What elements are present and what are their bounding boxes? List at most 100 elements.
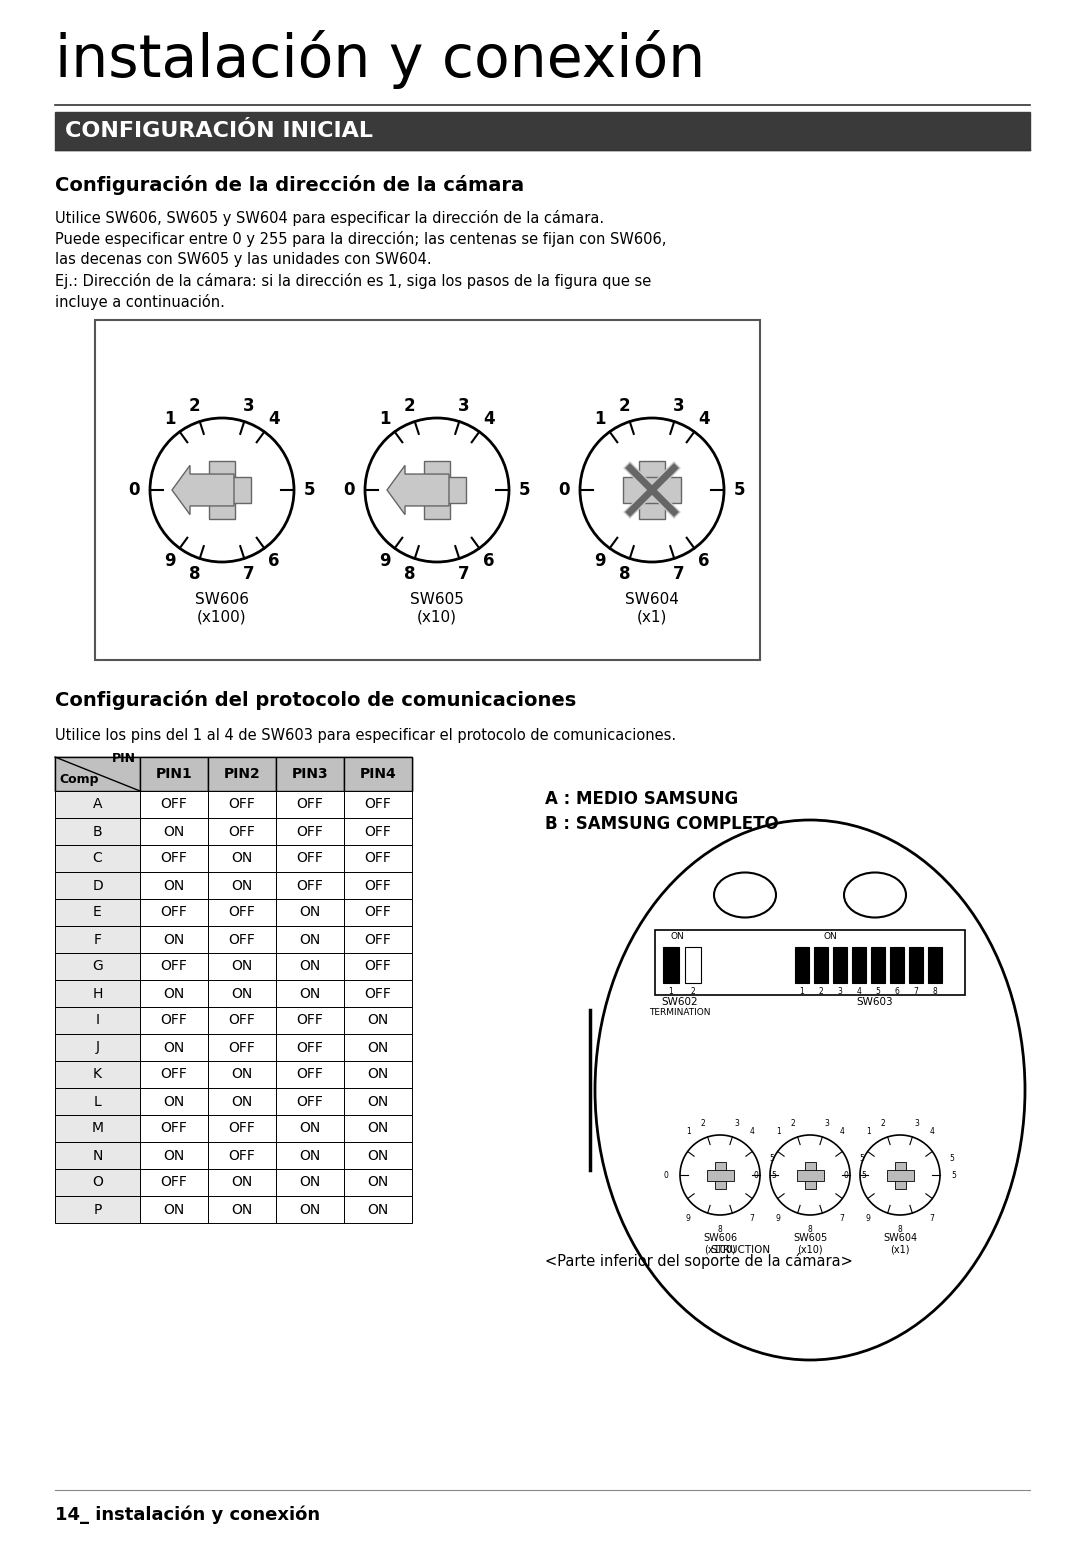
Text: 0: 0 [843, 1171, 849, 1179]
Text: 7: 7 [673, 565, 685, 583]
Text: 1: 1 [775, 1126, 781, 1136]
Bar [55, 954, 140, 980]
Text: 4: 4 [698, 410, 710, 427]
Bar [208, 954, 276, 980]
Text: Utilice los pins del 1 al 4 de SW603 para especificar el protocolo de comunicaci: Utilice los pins del 1 al 4 de SW603 par… [55, 728, 676, 744]
Text: 9: 9 [164, 552, 176, 569]
Text: 8: 8 [717, 1225, 723, 1233]
FancyArrow shape [172, 466, 234, 515]
Text: 0: 0 [343, 481, 355, 498]
Bar [795, 947, 809, 983]
Bar [140, 1062, 208, 1088]
Bar [55, 1034, 140, 1062]
Bar [276, 846, 345, 872]
Bar [140, 954, 208, 980]
Text: 8: 8 [404, 565, 416, 583]
Text: 9: 9 [686, 1214, 691, 1224]
Bar [208, 846, 276, 872]
Text: (x100): (x100) [198, 609, 247, 625]
Text: OFF: OFF [365, 906, 391, 920]
Bar [55, 1088, 140, 1116]
Text: OFF: OFF [297, 798, 323, 812]
Bar [623, 477, 681, 503]
Text: OFF: OFF [365, 932, 391, 946]
Bar [345, 1142, 411, 1170]
Text: OFF: OFF [229, 1148, 256, 1162]
Text: 5: 5 [876, 988, 880, 995]
Text: OFF: OFF [161, 960, 188, 974]
Bar [55, 1116, 140, 1142]
Bar [140, 926, 208, 954]
Ellipse shape [595, 819, 1025, 1359]
Bar [55, 113, 1030, 150]
Text: ON: ON [299, 932, 321, 946]
Bar [55, 1196, 140, 1224]
Text: A: A [93, 798, 103, 812]
Text: SW605: SW605 [410, 593, 464, 606]
Text: (x1): (x1) [890, 1245, 909, 1254]
Bar [797, 1170, 824, 1180]
Bar [140, 900, 208, 926]
Text: ON: ON [299, 1202, 321, 1216]
Text: OFF: OFF [365, 878, 391, 892]
Bar [55, 758, 140, 792]
Text: L: L [94, 1094, 102, 1108]
Bar [685, 947, 701, 983]
Text: PIN3: PIN3 [292, 767, 328, 781]
Text: ON: ON [367, 1202, 389, 1216]
Bar [140, 1008, 208, 1034]
Text: SW606: SW606 [703, 1233, 737, 1244]
Text: OFF: OFF [297, 852, 323, 866]
Text: 9: 9 [595, 552, 606, 569]
Text: ON: ON [299, 1176, 321, 1190]
Text: 3: 3 [458, 398, 470, 415]
Text: ON: ON [231, 960, 253, 974]
Bar [909, 947, 923, 983]
Bar [345, 1116, 411, 1142]
Text: ON: ON [367, 1122, 389, 1136]
Text: ON: ON [231, 878, 253, 892]
Text: SW602: SW602 [662, 997, 699, 1008]
Text: 8: 8 [933, 988, 937, 995]
Bar [276, 1062, 345, 1088]
Text: OFF: OFF [229, 1014, 256, 1028]
Text: PIN4: PIN4 [360, 767, 396, 781]
Bar [276, 1034, 345, 1062]
Bar [208, 1116, 276, 1142]
Text: ON: ON [163, 932, 185, 946]
Text: 2: 2 [819, 988, 823, 995]
Text: OFF: OFF [229, 824, 256, 838]
Text: SW604: SW604 [625, 593, 679, 606]
Bar [276, 900, 345, 926]
Ellipse shape [680, 1136, 760, 1214]
Text: 5: 5 [305, 481, 315, 498]
Text: 14_ instalación y conexión: 14_ instalación y conexión [55, 1504, 320, 1523]
Text: 4: 4 [750, 1126, 754, 1136]
Text: OFF: OFF [229, 798, 256, 812]
Bar [208, 758, 276, 792]
Text: 3: 3 [915, 1119, 919, 1128]
Text: H: H [92, 986, 103, 1000]
Text: SW605: SW605 [793, 1233, 827, 1244]
Text: ON: ON [163, 1202, 185, 1216]
Text: ON: ON [231, 852, 253, 866]
Text: Configuración de la dirección de la cámara: Configuración de la dirección de la cáma… [55, 174, 524, 194]
Text: OFF: OFF [297, 824, 323, 838]
Bar [852, 947, 866, 983]
Text: OFF: OFF [229, 1040, 256, 1054]
Text: K: K [93, 1068, 102, 1082]
Text: OFF: OFF [297, 1094, 323, 1108]
Ellipse shape [150, 418, 294, 562]
Text: ON: ON [299, 1148, 321, 1162]
Text: D: D [92, 878, 103, 892]
Text: ON: ON [163, 824, 185, 838]
Bar [55, 926, 140, 954]
Bar [276, 1008, 345, 1034]
Text: 2: 2 [791, 1119, 796, 1128]
Bar [55, 1008, 140, 1034]
Bar [208, 792, 276, 818]
Bar [208, 872, 276, 900]
Text: PIN2: PIN2 [224, 767, 260, 781]
Text: incluye a continuación.: incluye a continuación. [55, 295, 225, 310]
Text: ON: ON [231, 1094, 253, 1108]
